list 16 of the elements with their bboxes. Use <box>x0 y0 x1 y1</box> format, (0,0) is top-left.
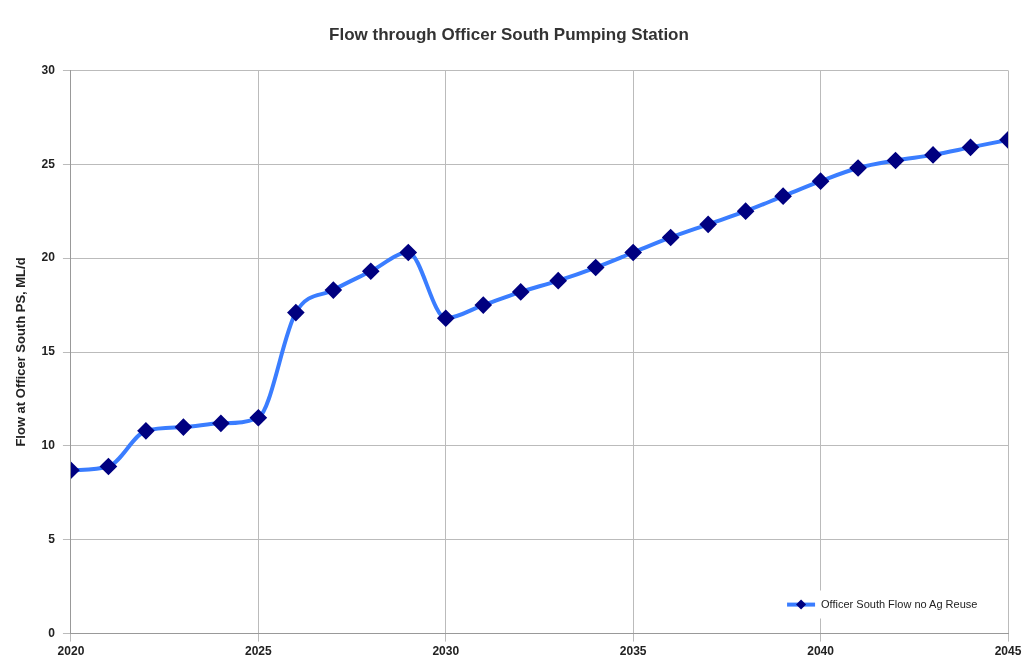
y-tick-label: 20 <box>41 250 56 265</box>
y-tick-label: 5 <box>48 532 56 547</box>
x-tick-label: 2030 <box>432 644 460 659</box>
x-tick-label: 2035 <box>619 644 647 659</box>
y-axis-title: Flow at Officer South PS, ML/d <box>13 257 29 447</box>
x-tick-label: 2025 <box>245 644 273 659</box>
x-tick-label: 2020 <box>57 644 85 659</box>
y-tick-label: 15 <box>41 344 56 359</box>
legend-label: Officer South Flow no Ag Reuse <box>821 597 978 610</box>
y-tick-label: 25 <box>41 156 56 171</box>
x-tick-label: 2040 <box>807 644 835 659</box>
x-tick-label: 2045 <box>994 644 1022 659</box>
y-tick-label: 30 <box>41 62 56 77</box>
chart-title: Flow through Officer South Pumping Station <box>329 24 689 44</box>
y-tick-label: 0 <box>48 625 56 640</box>
y-tick-label: 10 <box>41 438 56 453</box>
